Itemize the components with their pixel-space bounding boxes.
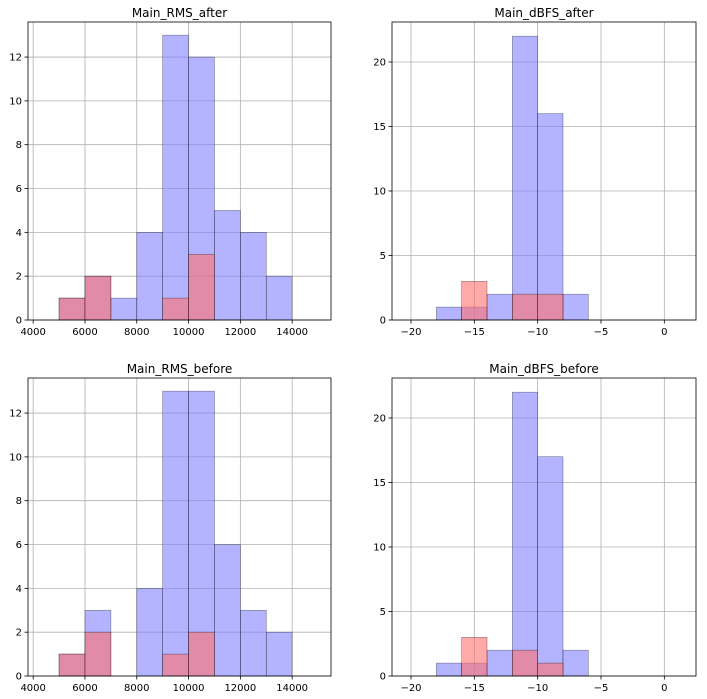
- x-tick-label: 10000: [173, 327, 205, 338]
- histogram-bar-series-2: [512, 293, 538, 321]
- histogram-bar-series-1: [136, 232, 163, 321]
- histogram-bar-series-2: [461, 636, 488, 677]
- histogram-bar-series-2: [58, 297, 86, 321]
- y-tick-label: 5: [380, 251, 386, 262]
- chart-panel-4: −20 −15 −10 −5 0 0 5 10 15 20 Main_dBFS_before: [373, 362, 697, 694]
- histogram-bar-series-2: [162, 653, 189, 677]
- histogram-bar-series-1: [110, 297, 138, 321]
- x-tick-label: 14000: [276, 327, 308, 338]
- plot-frame: [391, 377, 697, 677]
- y-tick-label: 2: [16, 628, 22, 639]
- x-tick-label: −15: [464, 327, 485, 338]
- histogram-bar-series-1: [265, 631, 293, 677]
- histogram-bar-series-2: [461, 280, 488, 321]
- histogram-bar-series-1: [436, 306, 462, 321]
- x-tick-label: −5: [594, 683, 609, 694]
- histogram-bar-series-1: [537, 113, 564, 321]
- histogram-bar-series-1: [188, 390, 215, 677]
- histogram-bar-series-2: [537, 662, 564, 677]
- chart-panel-1: 4000 6000 8000 10000 12000 14000 0 2 4 6 8 10 12 Main…: [9, 6, 332, 338]
- histogram-bar-series-1: [240, 609, 267, 677]
- histogram-bar-series-1: [512, 35, 538, 321]
- x-tick-label: −10: [527, 327, 548, 338]
- histogram-bar-series-1: [486, 649, 513, 677]
- chart-title: Main_RMS_after: [132, 6, 227, 20]
- histogram-bar-series-1: [486, 293, 513, 321]
- histogram-bar-series-2: [162, 297, 189, 321]
- y-tick-label: 12: [9, 409, 22, 420]
- histogram-bar-series-2: [84, 275, 112, 321]
- histogram-bar-series-1: [512, 391, 538, 677]
- x-tick-label: 10000: [173, 683, 205, 694]
- y-tick-label: 15: [373, 478, 386, 489]
- x-tick-label: 0: [661, 327, 667, 338]
- y-tick-label: 12: [9, 53, 22, 64]
- y-tick-label: 10: [9, 452, 22, 463]
- x-tick-label: 4000: [20, 683, 45, 694]
- x-tick-label: −5: [594, 327, 609, 338]
- y-tick-label: 10: [373, 542, 386, 553]
- y-tick-label: 0: [380, 316, 386, 327]
- y-tick-label: 10: [9, 96, 22, 107]
- histogram-bar-series-1: [162, 390, 189, 677]
- histogram-bar-series-1: [436, 662, 462, 677]
- plot-frame: [27, 377, 332, 677]
- histogram-bar-series-1: [162, 34, 189, 321]
- x-tick-label: −10: [527, 683, 548, 694]
- histogram-bar-series-1: [537, 456, 564, 677]
- histogram-bar-series-1: [214, 544, 241, 677]
- x-tick-label: 6000: [72, 683, 97, 694]
- y-tick-label: 5: [380, 607, 386, 618]
- x-tick-label: −20: [400, 327, 421, 338]
- chart-panel-2: −20 −15 −10 −5 0 0 5 10 15 20 Main_dBFS_after: [373, 6, 697, 338]
- y-tick-label: 8: [16, 140, 22, 151]
- histogram-bar-series-1: [214, 210, 241, 321]
- plot-frame: [27, 21, 332, 321]
- chart-title: Main_dBFS_before: [489, 362, 598, 376]
- x-tick-label: 12000: [224, 683, 256, 694]
- y-tick-label: 4: [16, 228, 22, 239]
- histogram-bar-series-1: [240, 232, 267, 321]
- histogram-bar-series-2: [512, 649, 538, 677]
- y-tick-label: 2: [16, 272, 22, 283]
- y-tick-label: 10: [373, 186, 386, 197]
- chart-panel-3: 4000 6000 8000 10000 12000 14000 0 2 4 6 8 10 12 Main…: [9, 362, 332, 694]
- y-tick-label: 6: [16, 540, 22, 551]
- x-tick-label: 14000: [276, 683, 308, 694]
- x-tick-label: 0: [661, 683, 667, 694]
- histogram-bar-series-2: [188, 253, 215, 321]
- y-tick-label: 0: [16, 316, 22, 327]
- x-tick-label: 8000: [124, 683, 149, 694]
- histogram-bar-series-2: [537, 293, 564, 321]
- x-tick-label: 4000: [20, 327, 45, 338]
- y-tick-label: 15: [373, 122, 386, 133]
- histogram-bar-series-2: [58, 653, 86, 677]
- histogram-bar-series-2: [84, 631, 112, 677]
- y-tick-label: 20: [373, 57, 386, 68]
- y-tick-label: 6: [16, 184, 22, 195]
- histogram-bar-series-1: [562, 649, 589, 677]
- histogram-bar-series-2: [188, 631, 215, 677]
- y-tick-label: 20: [373, 413, 386, 424]
- x-tick-label: −15: [464, 683, 485, 694]
- y-tick-label: 0: [380, 672, 386, 683]
- chart-title: Main_RMS_before: [127, 362, 233, 376]
- histogram-bar-series-1: [136, 588, 163, 677]
- x-tick-label: −20: [400, 683, 421, 694]
- plot-frame: [391, 21, 697, 321]
- chart-title: Main_dBFS_after: [494, 6, 593, 20]
- y-tick-label: 8: [16, 496, 22, 507]
- x-tick-label: 12000: [224, 327, 256, 338]
- x-tick-label: 6000: [72, 327, 97, 338]
- histogram-bar-series-1: [562, 293, 589, 321]
- histogram-bar-series-1: [265, 275, 293, 321]
- y-tick-label: 0: [16, 672, 22, 683]
- y-tick-label: 4: [16, 584, 22, 595]
- x-tick-label: 8000: [124, 327, 149, 338]
